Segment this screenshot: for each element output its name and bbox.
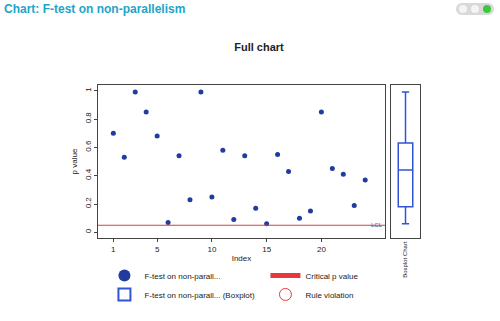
svg-text:20: 20 bbox=[317, 245, 326, 254]
svg-text:Rule violation: Rule violation bbox=[305, 291, 353, 300]
svg-text:0.6: 0.6 bbox=[84, 140, 93, 152]
svg-text:1: 1 bbox=[84, 87, 93, 92]
svg-text:F-test on non-parall... (Boxpl: F-test on non-parall... (Boxplot) bbox=[144, 291, 255, 300]
svg-text:Boxplot Chart: Boxplot Chart bbox=[402, 241, 408, 278]
svg-text:LCL: LCL bbox=[371, 222, 383, 228]
svg-text:0: 0 bbox=[84, 228, 93, 233]
html-text:Chart: F-test on non-paralleli: Chart: F-test on non-parallelism bbox=[4, 2, 186, 16]
svg-text:F-test on non-parall...: F-test on non-parall... bbox=[144, 272, 220, 281]
svg-text:Index: Index bbox=[232, 254, 252, 263]
svg-text:10: 10 bbox=[207, 245, 216, 254]
svg-text:0.2: 0.2 bbox=[84, 197, 93, 209]
svg-text:1: 1 bbox=[111, 245, 116, 254]
svg-text:0.4: 0.4 bbox=[84, 168, 93, 180]
svg-text:Full chart: Full chart bbox=[234, 41, 284, 53]
svg-text:0.8: 0.8 bbox=[84, 112, 93, 124]
svg-text:Critical p value: Critical p value bbox=[305, 272, 358, 281]
svg-text:15: 15 bbox=[262, 245, 271, 254]
svg-text:p value: p value bbox=[70, 148, 79, 174]
svg-text:5: 5 bbox=[155, 245, 160, 254]
